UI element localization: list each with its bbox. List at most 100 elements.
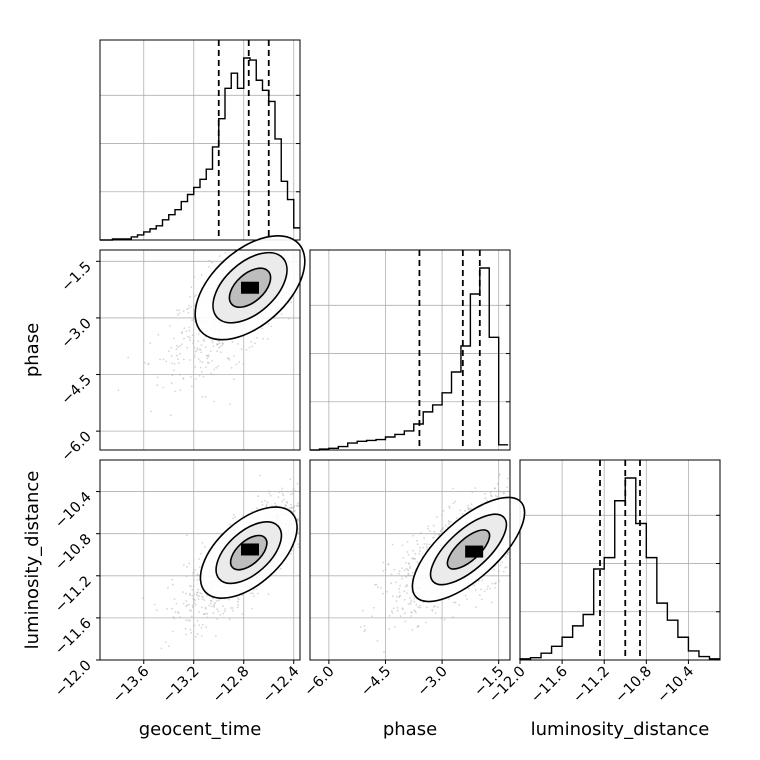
scatter-point xyxy=(290,503,292,506)
scatter-point xyxy=(444,524,447,527)
scatter-point xyxy=(224,252,227,254)
scatter-point xyxy=(432,536,435,539)
scatter-point xyxy=(204,612,207,615)
scatter-point xyxy=(408,562,410,565)
scatter-point xyxy=(405,568,407,570)
scatter-point xyxy=(193,354,196,356)
scatter-point xyxy=(441,527,444,530)
scatter-point xyxy=(383,651,385,653)
scatter-point xyxy=(168,350,170,352)
scatter-point xyxy=(178,312,181,315)
scatter-point xyxy=(179,352,182,355)
scatter-point xyxy=(174,390,176,393)
scatter-point xyxy=(464,594,467,597)
hist-panel-phase xyxy=(309,249,511,451)
scatter-point xyxy=(384,568,387,571)
scatter-point xyxy=(196,595,199,597)
scatter-point xyxy=(507,551,510,554)
scatter-point xyxy=(232,517,234,520)
scatter-point xyxy=(162,386,165,389)
scatter-point xyxy=(409,601,412,604)
scatter-point xyxy=(196,579,199,581)
scatter-point xyxy=(405,583,408,586)
y-tick-label-phase: −6.0 xyxy=(59,429,95,465)
scatter-point xyxy=(483,590,486,593)
scatter-point xyxy=(216,350,219,353)
scatter-point xyxy=(405,562,408,564)
scatter-point xyxy=(403,590,406,593)
scatter-point xyxy=(200,606,203,609)
scatter-point xyxy=(423,543,426,545)
scatter-point xyxy=(212,373,215,376)
scatter-point xyxy=(221,605,224,608)
scatter-point xyxy=(185,619,187,621)
scatter-point xyxy=(418,553,421,555)
scatter-point xyxy=(207,265,210,268)
scatter-point xyxy=(391,611,394,614)
scatter-point xyxy=(248,346,251,349)
scatter-point xyxy=(216,608,219,611)
scatter-point xyxy=(190,610,193,612)
scatter-point xyxy=(142,597,145,600)
scatter-point xyxy=(292,489,294,492)
scatter-point xyxy=(194,603,197,606)
scatter-point xyxy=(197,333,200,335)
scatter-point xyxy=(427,528,429,530)
scatter-point xyxy=(203,599,206,601)
y-tick-label-phase: −1.5 xyxy=(59,259,95,295)
scatter-point xyxy=(213,400,215,403)
scatter-point xyxy=(234,516,236,518)
scatter-point xyxy=(187,335,190,338)
scatter-point xyxy=(418,604,421,607)
scatter-point xyxy=(190,615,193,618)
scatter-point xyxy=(156,384,159,387)
scatter-point xyxy=(447,520,450,522)
scatter-point xyxy=(297,546,300,548)
scatter-point xyxy=(501,561,504,564)
scatter-point xyxy=(363,630,366,633)
scatter-point xyxy=(293,510,295,513)
scatter-point xyxy=(213,603,216,605)
scatter-point xyxy=(206,594,208,597)
scatter-point xyxy=(193,317,195,320)
scatter-point xyxy=(217,365,220,368)
scatter-point xyxy=(505,555,507,558)
scatter-point xyxy=(182,358,185,361)
scatter-point xyxy=(404,612,406,615)
scatter-point xyxy=(396,606,399,609)
scatter-point xyxy=(265,505,268,507)
scatter-point xyxy=(499,564,502,567)
scatter-point xyxy=(194,569,196,571)
scatter-point xyxy=(188,329,191,332)
scatter-point xyxy=(187,307,190,310)
scatter-point xyxy=(467,504,470,507)
scatter-point xyxy=(202,375,205,378)
scatter-point xyxy=(290,507,293,510)
scatter-point xyxy=(480,588,482,591)
scatter-point xyxy=(231,607,234,609)
scatter-point xyxy=(219,345,222,348)
scatter-point xyxy=(270,325,273,328)
scatter-point xyxy=(172,616,175,618)
scatter-point xyxy=(499,490,502,493)
scatter-point xyxy=(191,588,194,591)
scatter-point xyxy=(489,587,491,590)
scatter-point xyxy=(189,296,191,298)
scatter-point xyxy=(197,340,200,343)
histogram-luminosity-distance xyxy=(519,477,720,660)
scatter-point xyxy=(399,615,402,618)
scatter-point xyxy=(192,342,194,344)
scatter-point xyxy=(173,617,176,620)
density-peak xyxy=(241,543,259,556)
scatter-point xyxy=(157,333,160,336)
scatter-point xyxy=(380,587,382,589)
scatter-point xyxy=(189,594,191,596)
scatter-point xyxy=(395,581,397,584)
scatter-point xyxy=(204,607,207,610)
scatter-point xyxy=(466,598,468,600)
scatter-point xyxy=(202,596,205,598)
scatter-point xyxy=(200,627,203,629)
scatter-point xyxy=(208,259,211,262)
scatter-point xyxy=(144,361,147,364)
scatter-point xyxy=(200,593,203,595)
